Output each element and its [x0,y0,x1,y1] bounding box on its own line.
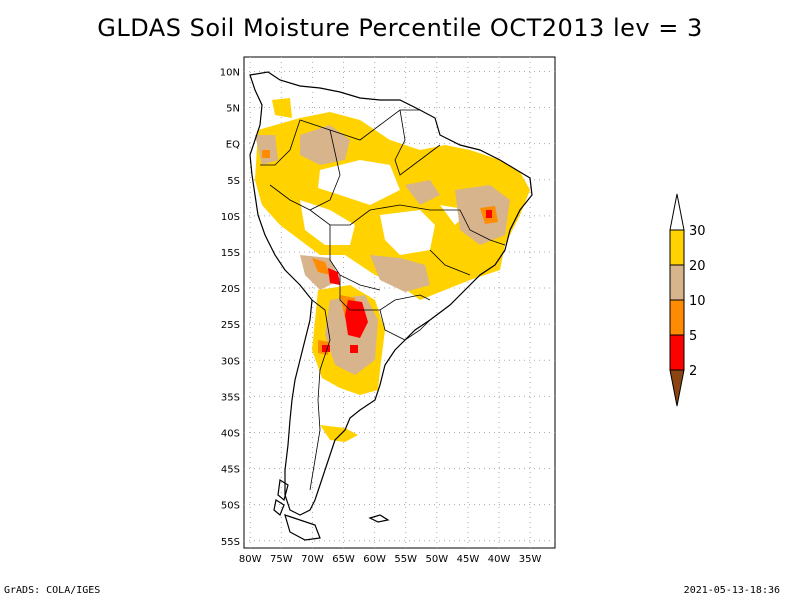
lat-tick-label: 35S [221,392,240,403]
chilean-islands [273,478,289,516]
shade-tan-amazon [405,180,440,205]
legend-label: 30 [689,224,706,239]
lat-tick-label: 10N [220,67,240,78]
legend-label: 10 [689,294,706,309]
lat-tick-label: 5N [226,104,240,115]
lat-tick-label: EQ [226,140,240,151]
shade-yellow-patagonia [320,425,358,442]
lon-tick-label: 80W [239,554,262,565]
shade-orange-5 [262,150,270,158]
legend-labels: 30 20 10 5 2 [689,224,706,379]
lon-tick-label: 50W [426,554,449,565]
lat-tick-label: 10S [221,212,240,223]
tierra-del-fuego [284,514,321,541]
shade-yellow-nw [272,98,292,118]
moisture-shading [255,98,530,442]
legend-swatch-20-30 [669,229,685,266]
lon-tick-label: 70W [301,554,324,565]
lon-tick-label: 65W [332,554,355,565]
lon-tick-label: 45W [457,554,480,565]
legend-label: 5 [689,329,697,344]
lat-tick-label: 20S [221,284,240,295]
shade-orange-1 [312,258,330,275]
shade-red-ne [486,210,492,218]
shade-tan-colombia [300,125,350,165]
lat-tick-label: 5S [227,176,240,187]
legend-swatch-above30 [669,193,685,231]
shade-white-amazon [318,160,400,205]
falklands [368,514,390,523]
legend-label: 20 [689,259,706,274]
footer-credit: GrADS: COLA/IGES [4,585,101,596]
legend-swatch-below2 [669,369,685,407]
shade-red-mid [350,345,358,353]
shade-white-central [300,200,355,245]
shade-tan-central [370,255,430,292]
map-title: GLDAS Soil Moisture Percentile OCT2013 l… [97,14,703,42]
lat-tick-label: 30S [221,356,240,367]
lon-tick-label: 40W [488,554,511,565]
shade-white-brazil [380,210,435,255]
plot-frame [243,56,556,549]
lon-tick-label: 55W [394,554,417,565]
legend-swatch-2-5 [669,334,685,371]
legend-swatch-10-20 [669,264,685,301]
legend-swatch-5-10 [669,299,685,336]
legend-label: 2 [689,364,697,379]
lat-tick-label: 15S [221,248,240,259]
shade-red-bolivia [328,268,340,285]
country-borders [260,109,506,491]
lon-tick-label: 75W [270,554,293,565]
lat-tick-label: 40S [221,428,240,439]
lat-tick-label: 45S [221,465,240,476]
lat-tick-label: 25S [221,320,240,331]
colorbar [669,193,685,407]
footer-timestamp: 2021-05-13-18:36 [683,585,780,596]
lon-tick-label: 60W [363,554,386,565]
lat-tick-label: 55S [221,537,240,548]
coastline [249,71,533,541]
lon-tick-label: 35W [519,554,542,565]
shade-red-chaco [345,300,368,338]
lat-tick-label: 50S [221,501,240,512]
